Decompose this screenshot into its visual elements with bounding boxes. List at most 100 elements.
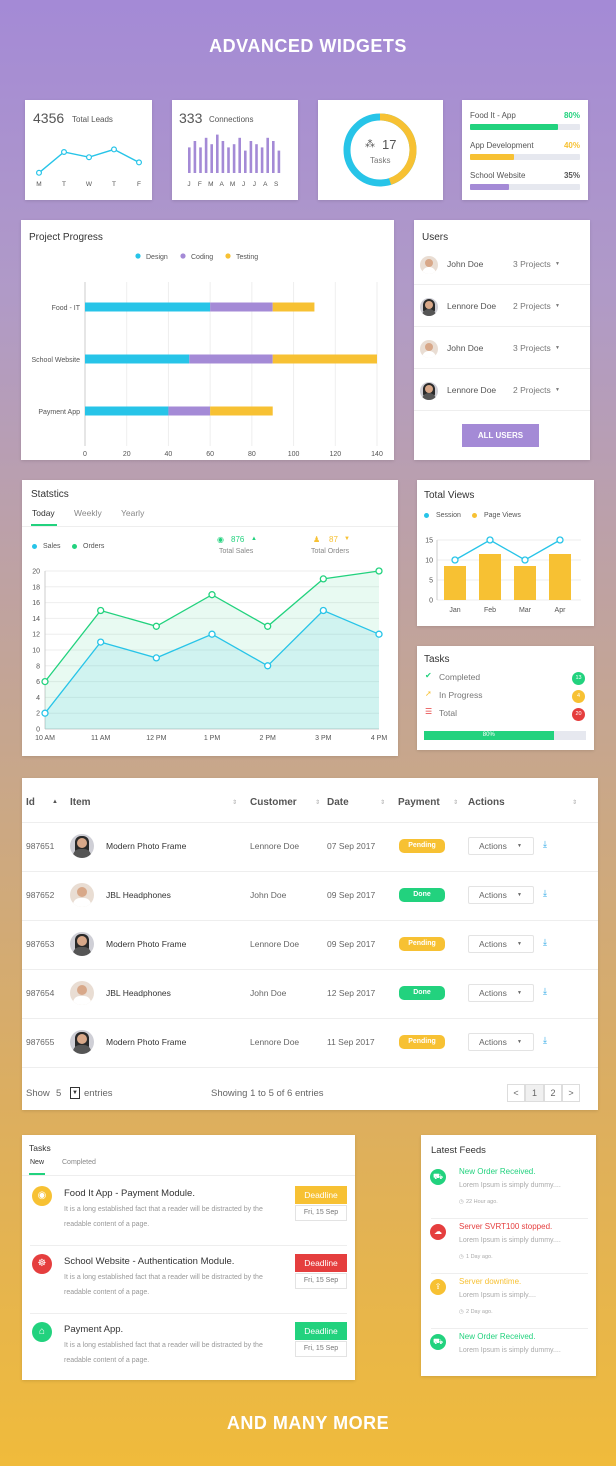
project-progress-mini-card: Food It - App 80% App Development 40% Sc…: [462, 100, 588, 200]
task-item[interactable]: ☸ School Website - Authentication Module.…: [22, 1245, 355, 1313]
y-tick-label: 18: [32, 584, 40, 591]
tab-completed[interactable]: Completed: [62, 1159, 96, 1166]
sort-icon[interactable]: ⇕: [453, 800, 459, 806]
payment-status-badge: Pending: [399, 937, 445, 951]
user-projects-dropdown[interactable]: 3 Projects: [513, 343, 551, 353]
leads-day-label: T: [112, 181, 116, 188]
th-date[interactable]: Date: [327, 797, 349, 808]
y-tick-label: 0: [36, 727, 40, 734]
x-tick-label: 2 PM: [259, 735, 276, 742]
caret-down-icon[interactable]: ▼: [555, 345, 560, 351]
download-icon[interactable]: ⤓: [543, 888, 547, 898]
leads-point: [85, 154, 92, 161]
actions-dropdown[interactable]: Actions ▼: [468, 935, 534, 953]
task-title: Food It App - Payment Module.: [64, 1188, 195, 1199]
task-desc: It is a long established fact that a rea…: [64, 1342, 263, 1364]
bar-segment-design: [85, 302, 211, 312]
caret-down-icon[interactable]: ▼: [555, 303, 560, 309]
actions-dropdown[interactable]: Actions ▼: [468, 886, 534, 904]
connections-month-label: J: [253, 181, 256, 188]
sort-icon[interactable]: ⇕: [315, 800, 321, 806]
cell-customer: Lennore Doe: [250, 1037, 300, 1047]
avatar: [420, 298, 438, 316]
cell-item: Modern Photo Frame: [106, 1037, 187, 1047]
tab-weekly[interactable]: Weekly: [74, 508, 102, 518]
download-icon[interactable]: ⤓: [543, 839, 547, 849]
th-actions[interactable]: Actions: [468, 797, 505, 808]
user-row[interactable]: Lennore Doe 2 Projects ▼: [414, 369, 590, 411]
avatar-head: [77, 936, 87, 946]
cell-customer: Lennore Doe: [250, 841, 300, 851]
x-tick-label: 11 AM: [91, 735, 110, 742]
connections-month-label: A: [220, 181, 225, 188]
actions-dropdown[interactable]: Actions ▼: [468, 1033, 534, 1051]
pager-page-2[interactable]: 2: [544, 1084, 562, 1102]
th-customer[interactable]: Customer: [250, 797, 297, 808]
x-tick-label: 60: [206, 451, 214, 456]
user-projects-dropdown[interactable]: 2 Projects: [513, 385, 551, 395]
tasks-donut-chart: [343, 113, 417, 187]
user-row[interactable]: John Doe 3 Projects ▼: [414, 327, 590, 369]
avatar-head: [77, 985, 87, 995]
avatar-body: [422, 309, 436, 316]
sort-asc-icon[interactable]: ▲: [52, 799, 58, 805]
donut-segment-yellow: [343, 113, 417, 187]
th-payment[interactable]: Payment: [398, 797, 440, 808]
cell-date: 11 Sep 2017: [327, 1037, 375, 1047]
avatar: [70, 1030, 94, 1054]
entries-select-value[interactable]: 5: [56, 1088, 62, 1099]
tab-new[interactable]: New: [30, 1159, 45, 1166]
cell-date: 09 Sep 2017: [327, 890, 376, 900]
pager-prev[interactable]: <: [507, 1084, 525, 1102]
user-projects-dropdown[interactable]: 3 Projects: [513, 259, 551, 269]
download-icon[interactable]: ⤓: [543, 937, 547, 947]
tab-yearly[interactable]: Yearly: [121, 508, 145, 518]
caret-down-icon[interactable]: ▼: [555, 261, 560, 267]
leads-day-label: W: [86, 181, 93, 188]
cell-id: 987651: [26, 841, 55, 851]
user-row[interactable]: Lennore Doe 2 Projects ▼: [414, 285, 590, 327]
feed-item[interactable]: ⛟ New Order Received. Lorem Ipsum is simpl…: [421, 1328, 596, 1376]
feed-item[interactable]: ⇪ Server downtime. Lorem Ipsum is simply..…: [421, 1273, 596, 1332]
sort-icon[interactable]: ⇕: [572, 800, 578, 806]
user-row[interactable]: John Doe 3 Projects ▼: [414, 243, 590, 285]
actions-dropdown[interactable]: Actions ▼: [468, 984, 534, 1002]
task-item[interactable]: ⌂ Payment App. It is a long established fa…: [22, 1313, 355, 1380]
connections-bar: [221, 141, 225, 173]
feed-item[interactable]: ☁ Server SVRT100 stopped. Lorem Ipsum is s…: [421, 1218, 596, 1277]
caret-down-icon[interactable]: ▼: [555, 387, 560, 393]
user-projects-dropdown[interactable]: 2 Projects: [513, 301, 551, 311]
pager-page-1[interactable]: 1: [525, 1084, 544, 1102]
connections-month-label: M: [208, 181, 213, 188]
x-tick-label: 0: [83, 451, 87, 456]
leads-line: [38, 148, 140, 174]
table-row: 987655 Modern Photo Frame Lennore Doe 11 Se…: [22, 1018, 598, 1067]
area-orders: [45, 571, 379, 729]
tab-active-underline: [31, 524, 57, 526]
deadline-badge: Deadline: [295, 1254, 347, 1272]
users-group-icon: ♟: [313, 535, 321, 544]
th-id[interactable]: Id: [26, 797, 35, 808]
avatar: [70, 981, 94, 1005]
statistics-area-chart: 0 2 4 6 8 10 12 14 16 18 20 10 AM 11 AM 12 PM 1 PM 2 PM…: [32, 567, 387, 742]
tab-today[interactable]: Today: [32, 508, 55, 518]
sort-icon[interactable]: ⇕: [380, 800, 386, 806]
task-item[interactable]: ◉ Food It App - Payment Module. It is a lo…: [22, 1177, 355, 1245]
row-divider: [22, 1018, 598, 1019]
pager-next[interactable]: >: [562, 1084, 580, 1102]
th-item[interactable]: Item: [70, 797, 91, 808]
feed-item[interactable]: ⛟ New Order Received. Lorem Ipsum is simpl…: [421, 1167, 596, 1222]
cell-customer: Lennore Doe: [250, 939, 300, 949]
actions-dropdown[interactable]: Actions ▼: [468, 837, 534, 855]
download-icon[interactable]: ⤓: [543, 1035, 547, 1045]
cell-id: 987652: [26, 890, 55, 900]
user-name: Lennore Doe: [447, 301, 497, 311]
connections-bar: [216, 134, 219, 173]
point-sales: [375, 630, 383, 638]
tasks-completed-label: Completed: [439, 672, 481, 682]
all-users-button[interactable]: ALL USERS: [462, 424, 539, 447]
download-icon[interactable]: ⤓: [543, 986, 547, 996]
entries-dropdown-icon[interactable]: ▼: [70, 1087, 80, 1099]
sort-icon[interactable]: ⇕: [232, 800, 238, 806]
avatar-body: [422, 267, 436, 274]
